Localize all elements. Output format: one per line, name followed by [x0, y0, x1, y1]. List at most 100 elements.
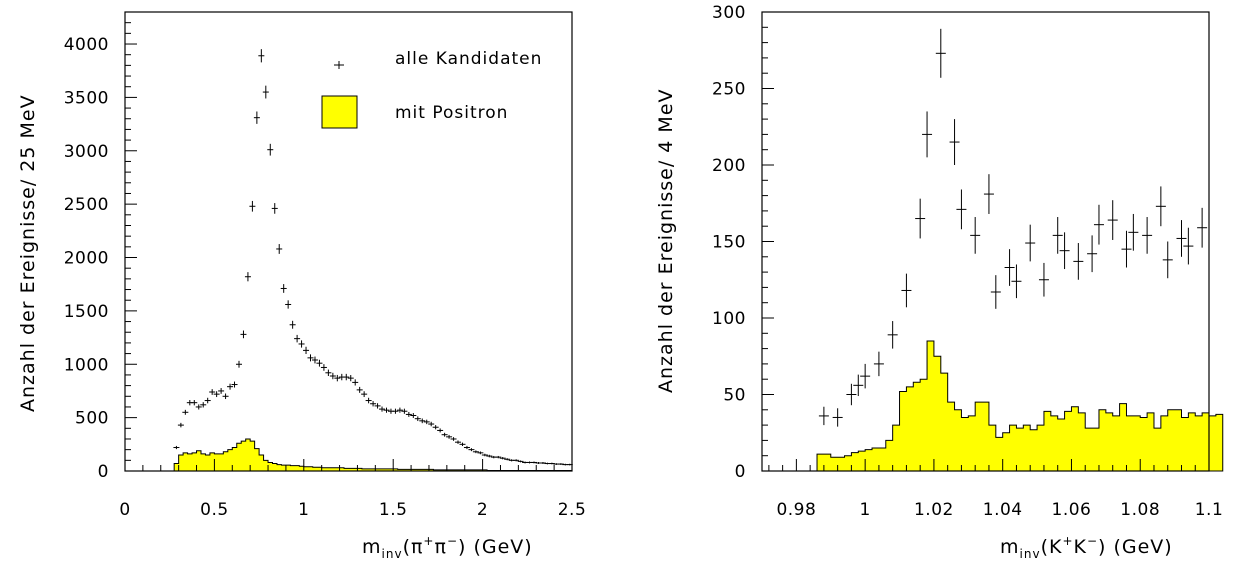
x-tick-label: 0.5 [200, 500, 229, 520]
data-point [200, 402, 207, 408]
y-axis-title-left: Anzahl der Ereignisse/ 25 MeV [17, 94, 39, 412]
data-point [177, 422, 184, 428]
data-point [298, 340, 305, 348]
data-point [441, 432, 448, 437]
y-tick-label: 1500 [64, 302, 109, 322]
data-point [468, 448, 475, 452]
y-tick-label: 0 [98, 462, 109, 482]
data-point [311, 356, 318, 364]
data-point [437, 428, 444, 433]
y-tick-label: 200 [712, 156, 746, 176]
x-tick-label: 1.08 [1120, 500, 1160, 520]
left-chart-panel: 0 0.5 1 1.5 2 2.5 0 500 1000 1500 2000 2500 3000 350… [17, 11, 587, 561]
data-point [182, 409, 189, 415]
data-point [405, 411, 412, 417]
data-point [329, 372, 336, 380]
data-point [227, 383, 234, 390]
data-point [316, 359, 323, 367]
data-point [352, 379, 359, 386]
data-point [1059, 232, 1070, 270]
x-tick-labels-right: 0.98 1 1.02 1.04 1.06 1.08 1.1 [776, 500, 1222, 520]
data-point [1142, 217, 1153, 254]
y-tick-label: 150 [712, 233, 746, 253]
data-point [446, 434, 453, 439]
data-point [276, 244, 283, 254]
data-point [949, 119, 960, 165]
data-point [1025, 224, 1036, 262]
legend-marker-histogram [321, 95, 358, 129]
y-tick-label: 100 [712, 309, 746, 329]
histogram-area [173, 438, 573, 472]
data-point [285, 300, 292, 309]
data-point [244, 272, 251, 282]
data-point [531, 461, 537, 464]
data-point [356, 386, 363, 393]
y-tick-label: 50 [723, 386, 746, 406]
data-point [173, 445, 180, 450]
data-point [873, 351, 884, 377]
data-point [1093, 204, 1104, 245]
data-point [1197, 207, 1208, 248]
legend-label-with-positron: mit Positron [395, 103, 508, 123]
data-point [990, 275, 1001, 309]
x-tick-label: 2 [477, 500, 488, 520]
data-point [191, 400, 198, 406]
data-point [325, 369, 332, 376]
y-tick-label: 4000 [64, 35, 109, 55]
data-point [361, 391, 368, 398]
data-point [970, 217, 981, 254]
ticks-right [762, 11, 1210, 472]
data-point [901, 273, 912, 308]
data-point [289, 320, 296, 329]
x-tick-label: 1 [298, 500, 309, 520]
candidate-points-left [173, 49, 573, 466]
data-point [209, 389, 216, 395]
data-point [396, 407, 403, 413]
data-point [419, 418, 426, 424]
data-point [1073, 243, 1084, 280]
data-point [267, 143, 274, 156]
x-tick-label: 2.5 [558, 500, 587, 520]
y-tick-label: 3500 [64, 88, 109, 108]
ticks-left [124, 11, 573, 472]
data-point [235, 360, 242, 368]
data-point [213, 391, 220, 398]
y-tick-label: 250 [712, 80, 746, 100]
y-tick-label: 3000 [64, 142, 109, 162]
data-point [983, 174, 994, 214]
data-point [504, 458, 511, 461]
plot-frame-left [124, 11, 573, 472]
data-point [222, 393, 229, 400]
data-point [240, 330, 247, 339]
data-point [1176, 220, 1187, 257]
data-point [450, 437, 457, 441]
data-point [832, 408, 843, 427]
x-tick-label: 0 [119, 500, 130, 520]
data-point [253, 111, 260, 124]
candidate-points-right [818, 28, 1208, 427]
x-tick-labels-left: 0 0.5 1 1.5 2 2.5 [119, 500, 587, 520]
data-point [548, 462, 555, 465]
data-point [343, 373, 350, 381]
data-point [195, 404, 202, 410]
data-point [539, 462, 546, 464]
data-point [320, 364, 327, 371]
data-point [392, 408, 399, 414]
data-point [1004, 249, 1015, 286]
y-tick-label: 0 [735, 462, 746, 482]
data-point [218, 388, 225, 394]
data-point [472, 450, 479, 454]
data-point [922, 111, 933, 158]
data-point [495, 455, 502, 459]
data-point [1155, 186, 1166, 227]
data-point [1052, 217, 1063, 254]
data-point [307, 354, 314, 362]
positron-histogram-left [173, 438, 573, 472]
data-point [1183, 227, 1194, 265]
y-tick-label: 300 [712, 3, 746, 23]
histogram-area [816, 340, 1224, 472]
data-point [455, 440, 462, 444]
x-tick-label: 0.98 [776, 500, 816, 520]
x-tick-label: 1.06 [1052, 500, 1092, 520]
x-tick-label: 1.04 [983, 500, 1023, 520]
